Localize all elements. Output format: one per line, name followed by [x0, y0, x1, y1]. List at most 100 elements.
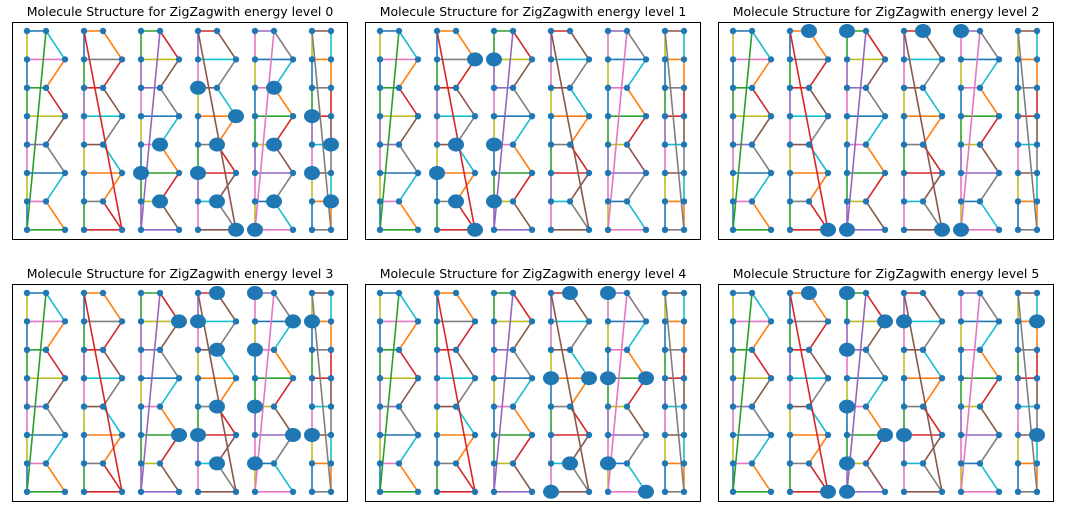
atom-point: [471, 375, 479, 382]
atom-point: [99, 198, 107, 205]
atom-point: [566, 346, 574, 353]
atom-point: [414, 113, 422, 120]
bond-line: [979, 320, 1000, 351]
atom-point: [327, 318, 335, 325]
atom-point: [471, 488, 479, 495]
large-atom-point: [285, 428, 301, 442]
atom-point: [194, 375, 202, 382]
atom-point: [767, 431, 775, 439]
bond-line: [140, 30, 161, 230]
chart-panel-5: Molecule Structure for ZigZagwith energy…: [718, 266, 1054, 502]
atom-point: [327, 375, 335, 382]
atom-point: [137, 113, 145, 120]
bond-line: [45, 462, 66, 493]
atom-point: [957, 56, 965, 63]
atom-point: [824, 318, 832, 325]
bond-line: [626, 292, 647, 322]
atom-point: [786, 346, 794, 353]
large-atom-point: [600, 371, 616, 386]
atom-point: [308, 346, 316, 353]
chart-panel-2: Molecule Structure for ZigZagwith energy…: [718, 4, 1054, 240]
atom-point: [995, 56, 1003, 63]
atom-point: [976, 346, 984, 353]
atom-point: [748, 403, 756, 410]
atom-point: [289, 226, 297, 233]
large-atom-point: [543, 371, 559, 386]
large-atom-point: [448, 137, 464, 152]
atom-point: [767, 56, 775, 63]
large-atom-point: [801, 286, 817, 300]
atom-point: [376, 226, 384, 233]
atom-point: [729, 375, 737, 382]
atom-point: [585, 318, 593, 325]
atom-point: [376, 318, 384, 325]
atom-point: [327, 460, 335, 467]
atom-point: [80, 460, 88, 467]
atom-point: [729, 84, 737, 91]
atom-point: [80, 403, 88, 410]
bond-line: [45, 406, 66, 436]
bond-line: [569, 58, 590, 89]
atom-point: [175, 113, 183, 120]
atom-point: [661, 488, 669, 495]
atom-point: [490, 318, 498, 325]
atom-point: [729, 56, 737, 63]
bond-line: [102, 30, 123, 60]
atom-point: [42, 289, 50, 297]
large-atom-point: [247, 456, 263, 471]
atom-point: [1014, 27, 1022, 35]
atom-point: [976, 141, 984, 148]
atom-point: [976, 403, 984, 410]
bond-line: [607, 30, 628, 230]
bond-line: [455, 434, 476, 464]
bond-line: [922, 462, 943, 493]
bond-line: [751, 377, 772, 408]
atom-point: [661, 460, 669, 467]
bond-line: [626, 406, 647, 436]
atom-point: [433, 27, 441, 35]
bond-line: [751, 462, 772, 493]
bond-line: [379, 30, 400, 230]
bond-line: [789, 30, 829, 230]
atom-point: [843, 113, 851, 120]
bond-line: [979, 30, 1000, 60]
bond-line: [512, 144, 533, 174]
atom-point: [995, 318, 1003, 325]
atom-point: [566, 403, 574, 410]
bond-line: [83, 30, 123, 230]
atom-point: [232, 488, 240, 495]
bond-line: [83, 292, 123, 492]
atom-point: [547, 56, 555, 63]
atom-point: [509, 141, 517, 148]
atom-point: [327, 27, 335, 35]
atom-point: [680, 488, 688, 495]
atom-point: [604, 198, 612, 205]
atom-point: [251, 375, 259, 382]
atom-point: [786, 56, 794, 63]
atom-point: [919, 460, 927, 467]
bond-line: [512, 115, 533, 146]
atom-point: [251, 56, 259, 63]
atom-point: [824, 431, 832, 439]
atom-point: [661, 431, 669, 439]
atom-point: [80, 318, 88, 325]
large-atom-point: [228, 109, 244, 124]
atom-point: [786, 27, 794, 35]
atom-point: [251, 431, 259, 439]
bond-line: [808, 377, 829, 408]
bond-line: [808, 87, 829, 117]
bond-line: [865, 462, 886, 493]
atom-point: [42, 346, 50, 353]
atom-point: [232, 56, 240, 63]
atom-point: [118, 169, 126, 177]
bond-line: [751, 144, 772, 174]
atom-point: [661, 226, 669, 233]
atom-point: [786, 84, 794, 91]
atom-point: [862, 346, 870, 353]
atom-point: [509, 289, 517, 297]
atom-point: [1033, 375, 1041, 382]
atom-point: [137, 346, 145, 353]
atom-point: [395, 84, 403, 91]
large-atom-point: [171, 428, 187, 442]
bond-line: [550, 30, 590, 230]
